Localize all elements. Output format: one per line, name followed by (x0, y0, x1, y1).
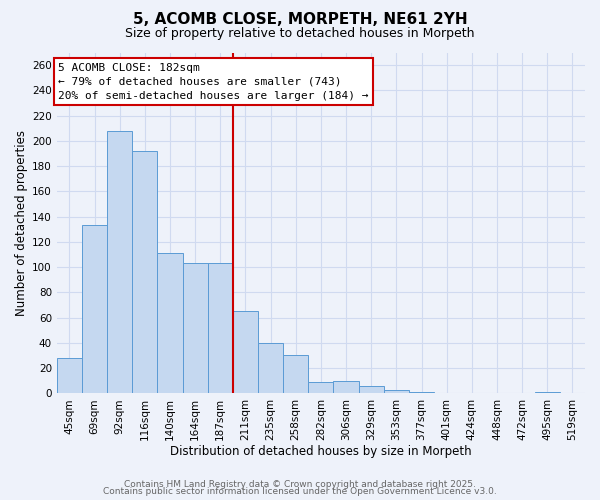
Bar (308, 382, 334, 394)
Bar (233, 312, 258, 394)
Bar (208, 264, 233, 394)
Bar (132, 151, 157, 394)
Bar (334, 380, 359, 394)
Bar (258, 343, 283, 394)
Text: 5 ACOMB CLOSE: 182sqm
← 79% of detached houses are smaller (743)
20% of semi-det: 5 ACOMB CLOSE: 182sqm ← 79% of detached … (58, 62, 368, 100)
Bar (157, 253, 182, 394)
Text: Size of property relative to detached houses in Morpeth: Size of property relative to detached ho… (125, 28, 475, 40)
Bar (107, 131, 132, 394)
Y-axis label: Number of detached properties: Number of detached properties (15, 130, 28, 316)
Bar (535, 392, 560, 394)
Text: 5, ACOMB CLOSE, MORPETH, NE61 2YH: 5, ACOMB CLOSE, MORPETH, NE61 2YH (133, 12, 467, 28)
Bar (182, 264, 208, 394)
Bar (384, 390, 409, 394)
Text: Contains public sector information licensed under the Open Government Licence v3: Contains public sector information licen… (103, 488, 497, 496)
Bar (82, 226, 107, 394)
Bar (57, 358, 82, 394)
Text: Contains HM Land Registry data © Crown copyright and database right 2025.: Contains HM Land Registry data © Crown c… (124, 480, 476, 489)
Bar (283, 356, 308, 394)
Bar (409, 392, 434, 394)
Bar (359, 386, 384, 394)
X-axis label: Distribution of detached houses by size in Morpeth: Distribution of detached houses by size … (170, 444, 472, 458)
